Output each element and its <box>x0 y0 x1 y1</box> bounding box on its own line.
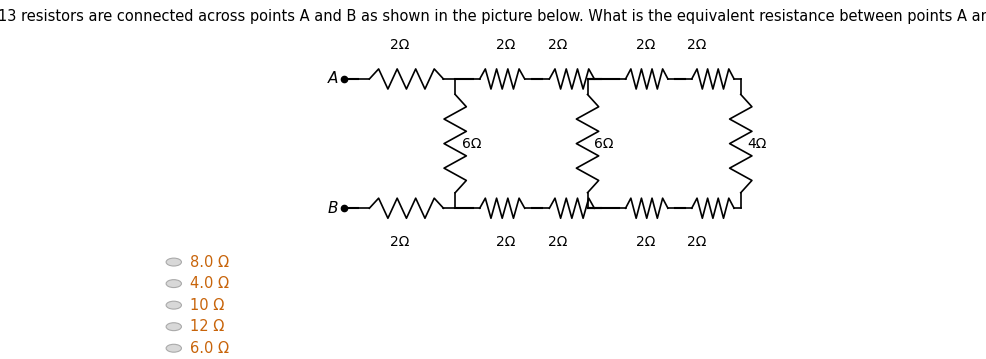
Text: 2Ω: 2Ω <box>635 235 655 249</box>
Text: 6Ω: 6Ω <box>594 137 613 150</box>
Circle shape <box>166 258 181 266</box>
Circle shape <box>166 280 181 288</box>
Text: 6Ω: 6Ω <box>461 137 481 150</box>
Text: 2Ω: 2Ω <box>496 38 516 52</box>
Text: 2Ω: 2Ω <box>686 38 706 52</box>
Text: 2Ω: 2Ω <box>547 235 567 249</box>
Text: B: B <box>327 201 338 216</box>
Text: 2Ω: 2Ω <box>389 235 409 249</box>
Text: 6.0 Ω: 6.0 Ω <box>189 341 229 356</box>
Text: 10 Ω: 10 Ω <box>189 298 224 313</box>
Text: A: A <box>327 71 338 87</box>
Circle shape <box>166 301 181 309</box>
Circle shape <box>166 323 181 331</box>
Text: 2Ω: 2Ω <box>635 38 655 52</box>
Text: 12 Ω: 12 Ω <box>189 319 224 334</box>
Text: 2Ω: 2Ω <box>389 38 409 52</box>
Text: The 13 resistors are connected across points A and B as shown in the picture bel: The 13 resistors are connected across po… <box>0 9 986 24</box>
Text: 4.0 Ω: 4.0 Ω <box>189 276 229 291</box>
Text: 2Ω: 2Ω <box>496 235 516 249</box>
Text: 2Ω: 2Ω <box>547 38 567 52</box>
Circle shape <box>166 344 181 352</box>
Text: 8.0 Ω: 8.0 Ω <box>189 255 229 270</box>
Text: 2Ω: 2Ω <box>686 235 706 249</box>
Text: 4Ω: 4Ω <box>747 137 766 150</box>
